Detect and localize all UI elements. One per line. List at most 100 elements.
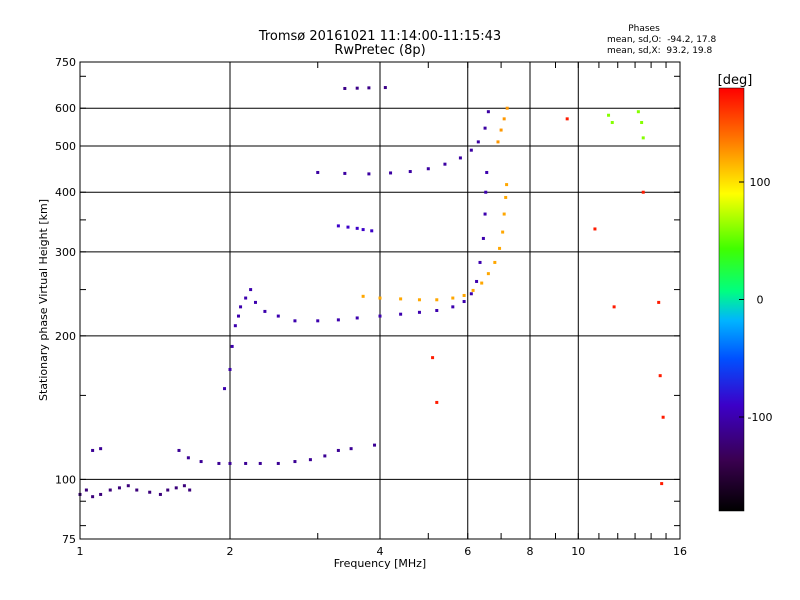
x-tick-label: 6 (464, 545, 471, 558)
echo-point (378, 296, 382, 300)
x-tick-label: 10 (571, 545, 585, 558)
echo-point (177, 448, 181, 452)
echo-point (593, 227, 597, 231)
echo-point (636, 110, 640, 114)
echo-point (188, 488, 192, 492)
y-tick-label: 100 (55, 473, 76, 486)
echo-point (431, 356, 435, 360)
echo-point (91, 495, 95, 499)
y-axis-ticks: 75 100 200 300 400 500 600 750 (55, 56, 680, 546)
echo-point (389, 171, 393, 175)
echo-point (174, 486, 178, 490)
echo-point (378, 314, 382, 318)
echo-point (293, 460, 297, 464)
echo-point (660, 482, 664, 486)
echo-point (355, 316, 359, 320)
echo-point (496, 140, 500, 144)
colorbar (718, 87, 745, 512)
colorbar-tick-label: 0 (757, 294, 764, 307)
colorbar-tick-label: -100 (748, 411, 773, 424)
echo-point (323, 454, 327, 458)
echo-point (399, 297, 403, 301)
echo-point (481, 236, 485, 240)
echo-point (99, 447, 103, 451)
echo-point (475, 279, 479, 283)
chart-title: Tromsø 20161021 11:14:00-11:15:43 (258, 29, 501, 44)
echo-point (370, 229, 374, 233)
echo-point (485, 170, 489, 174)
echo-point (166, 488, 170, 492)
echo-point (498, 246, 502, 250)
echo-point (117, 486, 121, 490)
phase-stats-title: Phases (628, 24, 660, 34)
echo-point (483, 126, 487, 130)
echo-point (276, 314, 280, 318)
echo-point (469, 292, 473, 296)
echo-point (186, 456, 190, 460)
echo-point (126, 484, 130, 488)
y-tick-label: 400 (55, 186, 76, 199)
echo-point (346, 225, 350, 229)
y-tick-label: 200 (55, 330, 76, 343)
echo-point (361, 228, 365, 232)
echo-point (349, 447, 353, 451)
echo-point (612, 305, 616, 309)
echo-point (244, 461, 248, 465)
echo-point (236, 314, 240, 318)
echo-point (417, 298, 421, 302)
echo-point (641, 136, 645, 140)
echo-point (408, 170, 412, 174)
echo-point (493, 260, 497, 264)
echo-point (308, 458, 312, 462)
echo-point (367, 172, 371, 176)
echo-point (484, 190, 488, 194)
grid-lines (80, 62, 680, 539)
echo-point (217, 461, 221, 465)
x-axis-label: Frequency [MHz] (334, 557, 426, 570)
echo-point (462, 293, 466, 297)
echo-point (223, 387, 227, 391)
echo-point (501, 230, 505, 234)
echo-point (244, 296, 248, 300)
echo-point (657, 300, 661, 304)
y-tick-label: 750 (55, 56, 76, 69)
echo-point (263, 309, 267, 313)
colorbar-ticks: 100 0 -100 (739, 176, 772, 424)
echo-point (182, 484, 186, 488)
echo-point (486, 272, 490, 276)
echo-point (471, 288, 475, 292)
echo-point (658, 374, 662, 378)
echo-point (108, 488, 112, 492)
echo-point (253, 300, 257, 304)
x-axis-ticks: 1 2 4 6 8 10 16 (77, 62, 687, 558)
echo-point (640, 121, 644, 125)
echo-point (435, 400, 439, 404)
echo-point (361, 294, 365, 298)
echo-point (148, 490, 152, 494)
echo-point (355, 226, 359, 230)
echo-point (355, 86, 359, 90)
echo-point (469, 148, 473, 152)
echo-point (84, 488, 88, 492)
y-axis-label: Stationary phase Virtual Height [km] (37, 199, 50, 401)
echo-point (426, 167, 430, 171)
y-tick-label: 500 (55, 140, 76, 153)
echo-point (228, 461, 232, 465)
phase-stats-x: mean, sd,X: 93.2, 19.8 (607, 46, 713, 56)
echo-point (462, 300, 466, 304)
echo-point (502, 117, 506, 121)
phase-stats-o: mean, sd,O: -94.2, 17.8 (607, 35, 717, 45)
echo-point (486, 110, 490, 114)
echo-point (502, 212, 506, 216)
y-tick-label: 600 (55, 102, 76, 115)
echo-point (276, 461, 280, 465)
echo-point (199, 460, 203, 464)
echo-point (476, 140, 480, 144)
echo-point (239, 305, 243, 309)
x-tick-label: 1 (77, 545, 84, 558)
echo-point (316, 319, 320, 323)
colorbar-label: [deg] (718, 73, 753, 88)
echo-point (135, 488, 139, 492)
echo-point (158, 492, 162, 496)
